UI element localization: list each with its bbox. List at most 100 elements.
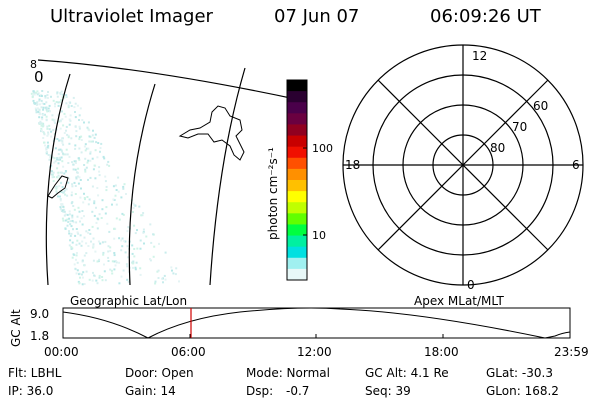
uv-speckle-dot [44, 144, 47, 147]
uv-speckle-dot [65, 96, 68, 98]
uv-speckle-dot [89, 150, 92, 153]
colorbar-band [287, 191, 307, 203]
uv-speckle-dot [54, 186, 57, 189]
uv-speckle-dot [83, 145, 86, 148]
uv-speckle-dot [75, 160, 77, 163]
uv-speckle-dot [64, 227, 67, 230]
uv-speckle-dot [101, 208, 104, 211]
uv-speckle-dot [79, 276, 81, 279]
uv-speckle-dot [68, 155, 71, 158]
uv-speckle-dot [77, 157, 80, 160]
uv-speckle-dot [120, 275, 123, 278]
uv-speckle-dot [55, 190, 58, 193]
uv-speckle-dot [106, 163, 109, 166]
uv-speckle-dot [71, 219, 74, 222]
uv-speckle-dot [102, 251, 105, 254]
uv-speckle-dot [88, 198, 91, 201]
uv-speckle-dot [61, 95, 64, 98]
uv-speckle-dot [59, 175, 62, 178]
uv-speckle-dot [74, 185, 77, 187]
uv-speckle-dot [90, 140, 93, 143]
uv-speckle-dot [111, 272, 114, 275]
uv-speckle-dot [54, 160, 57, 163]
uv-speckle-dot [80, 217, 83, 220]
uv-speckle-dot [61, 186, 64, 189]
uv-speckle-dot [105, 185, 108, 188]
uv-speckle-dot [140, 214, 143, 217]
colorbar-frame [286, 79, 308, 281]
uv-speckle-dot [103, 263, 105, 266]
uv-speckle-dot [56, 138, 59, 140]
uv-speckle-dot [75, 258, 77, 261]
uv-speckle-dot [53, 120, 56, 123]
uv-speckle-dot [65, 188, 68, 191]
uv-speckle-dot [54, 105, 56, 108]
uv-speckle-dot [87, 231, 90, 234]
uv-speckle-dot [69, 114, 72, 117]
uv-speckle-dot [68, 118, 71, 121]
uv-speckle-dot [114, 194, 117, 197]
uv-speckle-dot [32, 90, 35, 93]
uv-speckle-dot [45, 152, 48, 155]
uv-speckle-dot [60, 149, 63, 152]
uv-speckle-dot [85, 242, 88, 245]
uv-speckle-dot [78, 242, 81, 245]
uv-speckle-dot [88, 140, 91, 143]
uv-speckle-dot [70, 105, 73, 107]
uv-speckle-dot [136, 247, 139, 250]
uv-speckle-dot [124, 240, 127, 243]
uv-speckle-dot [41, 102, 44, 105]
uv-speckle-dot [84, 168, 87, 171]
uv-speckle-dot [58, 101, 61, 104]
orbit-y-tick-max: 9.0 [30, 307, 49, 321]
uv-speckle-dot [91, 225, 94, 228]
uv-speckle-dot [89, 152, 92, 155]
uv-speckle-dot [59, 148, 62, 151]
uv-speckle-dot [111, 203, 113, 206]
uv-speckle-dot [71, 183, 74, 186]
uv-speckle-dot [79, 220, 81, 223]
uv-speckle-dot [122, 185, 125, 188]
uv-speckle-dot [66, 194, 69, 197]
uv-speckle-dot [96, 156, 99, 159]
uv-speckle-dot [120, 239, 123, 242]
uv-speckle-dot [67, 181, 70, 184]
uv-speckle-dot [131, 262, 134, 265]
uv-speckle-dot [118, 282, 121, 285]
uv-speckle-dot [60, 209, 63, 212]
uv-speckle-dot [52, 176, 55, 178]
uv-speckle-dot [62, 191, 65, 194]
uv-speckle-dot [41, 125, 44, 128]
observation-date: 07 Jun 07 [274, 6, 360, 27]
uv-speckle-dot [89, 176, 92, 179]
uv-speckle-dot [97, 194, 100, 197]
uv-speckle-dot [75, 130, 78, 133]
uv-speckle-dot [88, 135, 91, 138]
uv-speckle-dot [75, 252, 78, 254]
uv-speckle-dot [97, 240, 100, 243]
uv-speckle-dot [59, 92, 62, 95]
imager-title: Ultraviolet Imager [50, 6, 213, 27]
uv-speckle-dot [123, 183, 126, 186]
uv-speckle-dot [57, 148, 60, 151]
colorbar-tick-label-100: 100 [312, 142, 333, 155]
uv-speckle-dot [45, 106, 48, 109]
uv-speckle-dot [38, 98, 41, 101]
uv-speckle-dot [100, 142, 103, 145]
uv-speckle-dot [61, 217, 64, 220]
uv-speckle-dot [35, 103, 38, 106]
uv-speckle-dot [77, 232, 80, 235]
uv-speckle-dot [79, 107, 82, 110]
uv-speckle-dot [136, 229, 138, 232]
colorbar-band [287, 80, 307, 92]
uv-speckle-dot [154, 282, 157, 285]
uv-speckle-dot [82, 201, 85, 204]
uv-speckle-dot [72, 228, 74, 231]
uv-speckle-dot [70, 246, 73, 249]
uv-speckle-dot [108, 164, 111, 167]
uv-speckle-dot [58, 139, 61, 142]
uv-speckle-dot [174, 273, 177, 276]
uv-speckle-dot [74, 116, 77, 119]
uv-speckle-dot [39, 121, 42, 124]
